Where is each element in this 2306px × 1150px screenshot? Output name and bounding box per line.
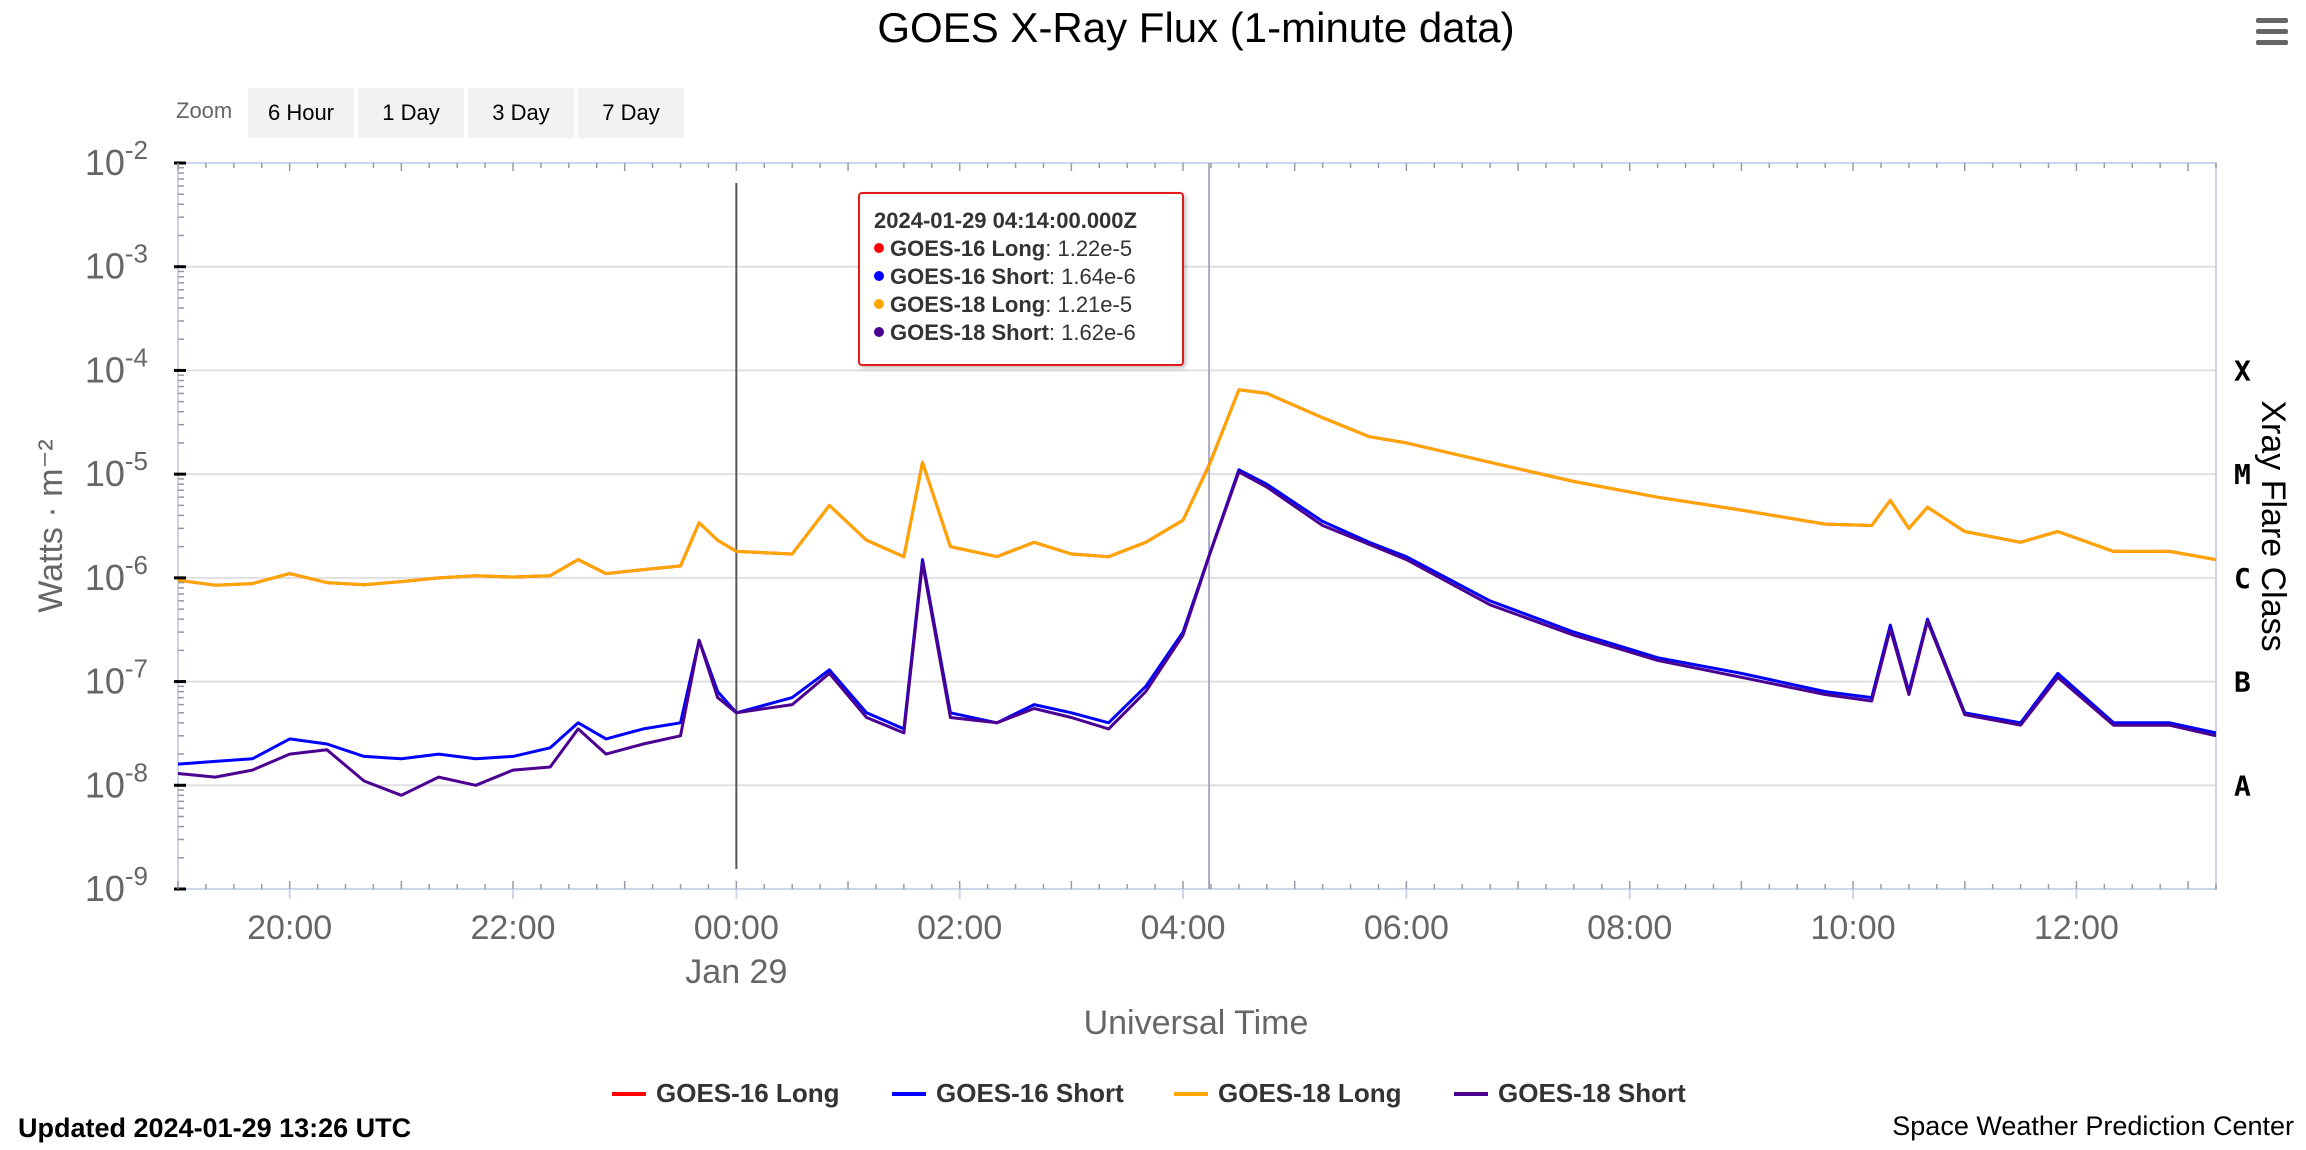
series-dot-icon [874,243,884,254]
series-dot-icon [874,327,884,338]
x-tick-label: 20:00 [247,909,332,947]
y-axis-ticks: 10-2 10-3 10-4 10-5 10-6 10-7 10-8 10-9 [85,135,186,909]
legend-label: GOES-16 Long [656,1078,840,1108]
y-tick-label: 10-7 [85,654,148,702]
menu-bar-icon [2256,40,2288,45]
tooltip-row: GOES-16 Short: 1.64e-6 [874,264,1136,290]
legend-item-goes16-long[interactable]: GOES-16 Long [612,1078,839,1109]
zoom-3-day-button[interactable]: 3 Day [468,88,574,138]
legend-item-goes18-long[interactable]: GOES-18 Long [1174,1078,1401,1109]
legend-swatch-icon [1174,1091,1208,1096]
legend-swatch-icon [1454,1091,1488,1096]
legend-swatch-icon [892,1091,926,1096]
legend-label: GOES-18 Long [1218,1078,1402,1108]
y-tick-label: 10-6 [85,550,148,598]
x-tick-label: 04:00 [1140,909,1225,947]
series-group [177,388,2217,797]
legend-swatch-icon [612,1091,646,1096]
y-tick-label: 10-3 [85,239,148,287]
legend-label: GOES-16 Short [936,1078,1124,1108]
credit-text: Space Weather Prediction Center [1892,1111,2294,1141]
y2-axis-label: Xray Flare Class [2254,400,2292,651]
flare-class-label: B [2234,666,2251,699]
x-tick-label: 02:00 [917,909,1002,947]
y-tick-label: 10-9 [85,861,148,909]
y-tick-label: 10-8 [85,757,148,805]
tooltip-time: 2024-01-29 04:14:00.000Z [874,208,1137,233]
x-tick-label: 12:00 [2034,909,2119,947]
x-axis-ticks: 20:00 22:00 00:00 Jan 29 02:00 04:00 06:00 08:0… [177,163,2217,991]
zoom-7-day-button[interactable]: 7 Day [578,88,684,138]
tooltip-row: GOES-16 Long: 1.22e-5 [874,236,1132,262]
legend-label: GOES-18 Short [1498,1078,1686,1108]
zoom-label: Zoom [176,98,233,123]
x-tick-label: 10:00 [1811,909,1896,947]
series-dot-icon [874,299,884,310]
x-tick-label: 08:00 [1587,909,1672,947]
x-tick-label: 06:00 [1364,909,1449,947]
series-line-1 [177,468,2217,766]
x-tick-label: 22:00 [470,909,555,947]
flare-class-label: C [2234,562,2251,595]
chart-title: GOES X-Ray Flux (1-minute data) [877,4,1514,51]
tooltip-row: GOES-18 Long: 1.21e-5 [874,292,1132,318]
flare-class-labels: X M C B A [2234,354,2251,802]
plot-area [177,162,2217,890]
x-tick-label: 00:00 [694,909,779,947]
zoom-1-day-button[interactable]: 1 Day [358,88,464,138]
menu-bar-icon [2256,29,2288,34]
flare-class-label: M [2234,458,2251,491]
y-tick-label: 10-5 [85,446,148,494]
y-tick-label: 10-2 [85,135,148,183]
tooltip-row: GOES-18 Short: 1.62e-6 [874,320,1136,346]
updated-timestamp: Updated 2024-01-29 13:26 UTC [18,1113,412,1143]
flare-class-label: X [2234,354,2251,387]
flare-class-label: A [2234,769,2251,802]
data-tooltip: 2024-01-29 04:14:00.000Z GOES-16 Long: 1… [858,192,1184,366]
series-line-3 [177,470,2217,797]
x-tick-sublabel: Jan 29 [685,953,787,991]
legend-item-goes18-short[interactable]: GOES-18 Short [1454,1078,1686,1109]
y-tick-label: 10-4 [85,342,148,390]
x-axis-label: Universal Time [1084,1004,1309,1042]
series-dot-icon [874,271,884,282]
menu-bar-icon [2256,18,2288,23]
legend-item-goes16-short[interactable]: GOES-16 Short [892,1078,1124,1109]
zoom-6-hour-button[interactable]: 6 Hour [248,88,354,138]
series-line-2 [177,388,2217,587]
chart-menu-button[interactable] [2254,14,2290,50]
y-axis-label: Watts · m⁻² [32,439,70,612]
